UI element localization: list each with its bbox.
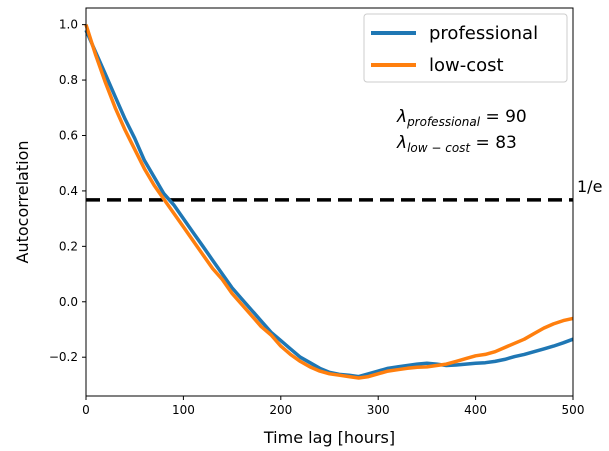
lambda-annotations: λprofessional = 90 λlow − cost = 83 <box>396 107 527 155</box>
y-tick-label: 0.2 <box>59 239 78 253</box>
lambda-subscript: low − cost <box>407 141 471 155</box>
y-tick-label: 0.4 <box>59 184 78 198</box>
x-tick-label: 300 <box>367 403 390 417</box>
y-tick-label: 0.6 <box>59 128 78 142</box>
x-tick-label: 500 <box>562 403 585 417</box>
y-tick-label: 0.0 <box>59 295 78 309</box>
lambda-symbol: λ <box>396 107 407 127</box>
y-tick-label: 0.8 <box>59 73 78 87</box>
legend-label-professional: professional <box>429 23 538 44</box>
y-tick-label: 1.0 <box>59 18 78 32</box>
x-tick-label: 200 <box>269 403 292 417</box>
threshold-label: 1/e <box>577 177 602 196</box>
lambda-subscript: professional <box>406 115 481 129</box>
plot-frame <box>85 7 574 397</box>
lambda-low-cost-annotation: λlow − cost = 83 <box>396 133 517 155</box>
y-tick-label: −0.2 <box>49 350 78 364</box>
x-tick-label: 400 <box>464 403 487 417</box>
legend-label-low-cost: low-cost <box>429 55 504 76</box>
x-axis-label: Time lag [hours] <box>263 428 395 447</box>
series-line-low-cost <box>84 24 574 380</box>
lambda-symbol: λ <box>396 133 407 153</box>
lambda-professional-annotation: λprofessional = 90 <box>396 107 527 129</box>
lambda-value: = 83 <box>470 133 517 153</box>
legend: professional low-cost <box>363 13 568 83</box>
x-tick-label: 0 <box>82 403 90 417</box>
x-axis-ticks: 0 100 200 300 400 500 <box>82 396 584 417</box>
y-axis-label: Autocorrelation <box>13 141 32 264</box>
plot-content <box>84 24 574 380</box>
x-tick-label: 100 <box>172 403 195 417</box>
y-axis-ticks: −0.2 0.0 0.2 0.4 0.6 0.8 1.0 <box>49 18 86 364</box>
lambda-value: = 90 <box>480 107 527 127</box>
